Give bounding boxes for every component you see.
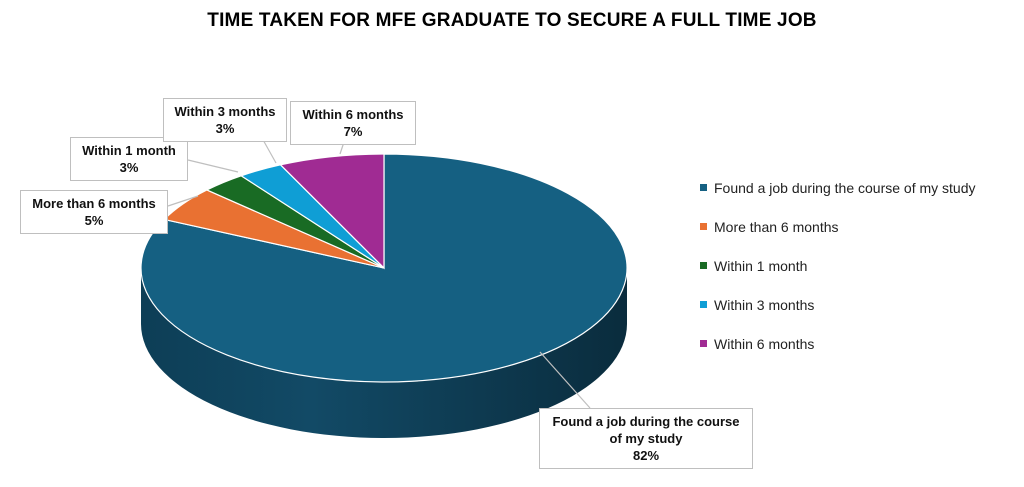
legend-label: Found a job during the course of my stud… xyxy=(714,179,976,196)
leader-line-more-than-6 xyxy=(167,195,199,207)
leader-lines xyxy=(167,137,591,409)
data-label-found-line1: Found a job during the course xyxy=(552,414,740,429)
data-label-within-3: Within 3 months 3% xyxy=(163,98,287,142)
pie-slices xyxy=(140,153,628,383)
leader-line-within-1 xyxy=(187,159,239,173)
data-label-within-6-text: Within 6 months xyxy=(302,107,404,122)
legend-swatch xyxy=(700,223,707,230)
legend-label: Within 6 months xyxy=(714,335,815,352)
legend-item-more-than-6: More than 6 months xyxy=(700,207,975,246)
data-label-more-than-6-pct: 5% xyxy=(84,213,104,228)
legend-label: Within 1 month xyxy=(714,257,808,274)
legend-item-within-3: Within 3 months xyxy=(700,285,975,324)
leader-line-within-3 xyxy=(261,137,277,164)
legend-item-within-1: Within 1 month xyxy=(700,246,975,285)
legend-label: More than 6 months xyxy=(714,218,839,235)
leader-line-found xyxy=(539,351,591,409)
data-label-within-6-pct: 7% xyxy=(343,124,363,139)
data-label-more-than-6: More than 6 months 5% xyxy=(20,190,168,234)
data-label-found-pct: 82% xyxy=(632,448,660,463)
legend-swatch xyxy=(700,301,707,308)
pie-side-wall xyxy=(141,268,627,438)
data-label-within-6: Within 6 months 7% xyxy=(290,101,416,145)
data-label-more-than-6-text: More than 6 months xyxy=(32,196,156,211)
pie-side xyxy=(141,268,627,438)
legend-swatch xyxy=(700,184,707,191)
legend-label: Within 3 months xyxy=(714,296,815,313)
pie-slice-within-6 xyxy=(279,153,385,270)
chart-title: TIME TAKEN FOR MFE GRADUATE TO SECURE A … xyxy=(207,10,817,31)
data-label-within-1-pct: 3% xyxy=(119,160,139,175)
data-label-within-1: Within 1 month 3% xyxy=(70,137,188,181)
legend-swatch xyxy=(700,262,707,269)
data-label-found-line2: of my study xyxy=(609,431,683,446)
data-label-within-3-pct: 3% xyxy=(215,121,235,136)
legend: Found a job during the course of my stud… xyxy=(700,168,975,363)
data-label-found: Found a job during the course of my stud… xyxy=(539,408,753,469)
legend-item-within-6: Within 6 months xyxy=(700,324,975,363)
legend-swatch xyxy=(700,340,707,347)
data-label-within-1-text: Within 1 month xyxy=(82,143,176,158)
data-label-within-3-text: Within 3 months xyxy=(174,104,276,119)
legend-item-found: Found a job during the course of my stud… xyxy=(700,168,975,207)
